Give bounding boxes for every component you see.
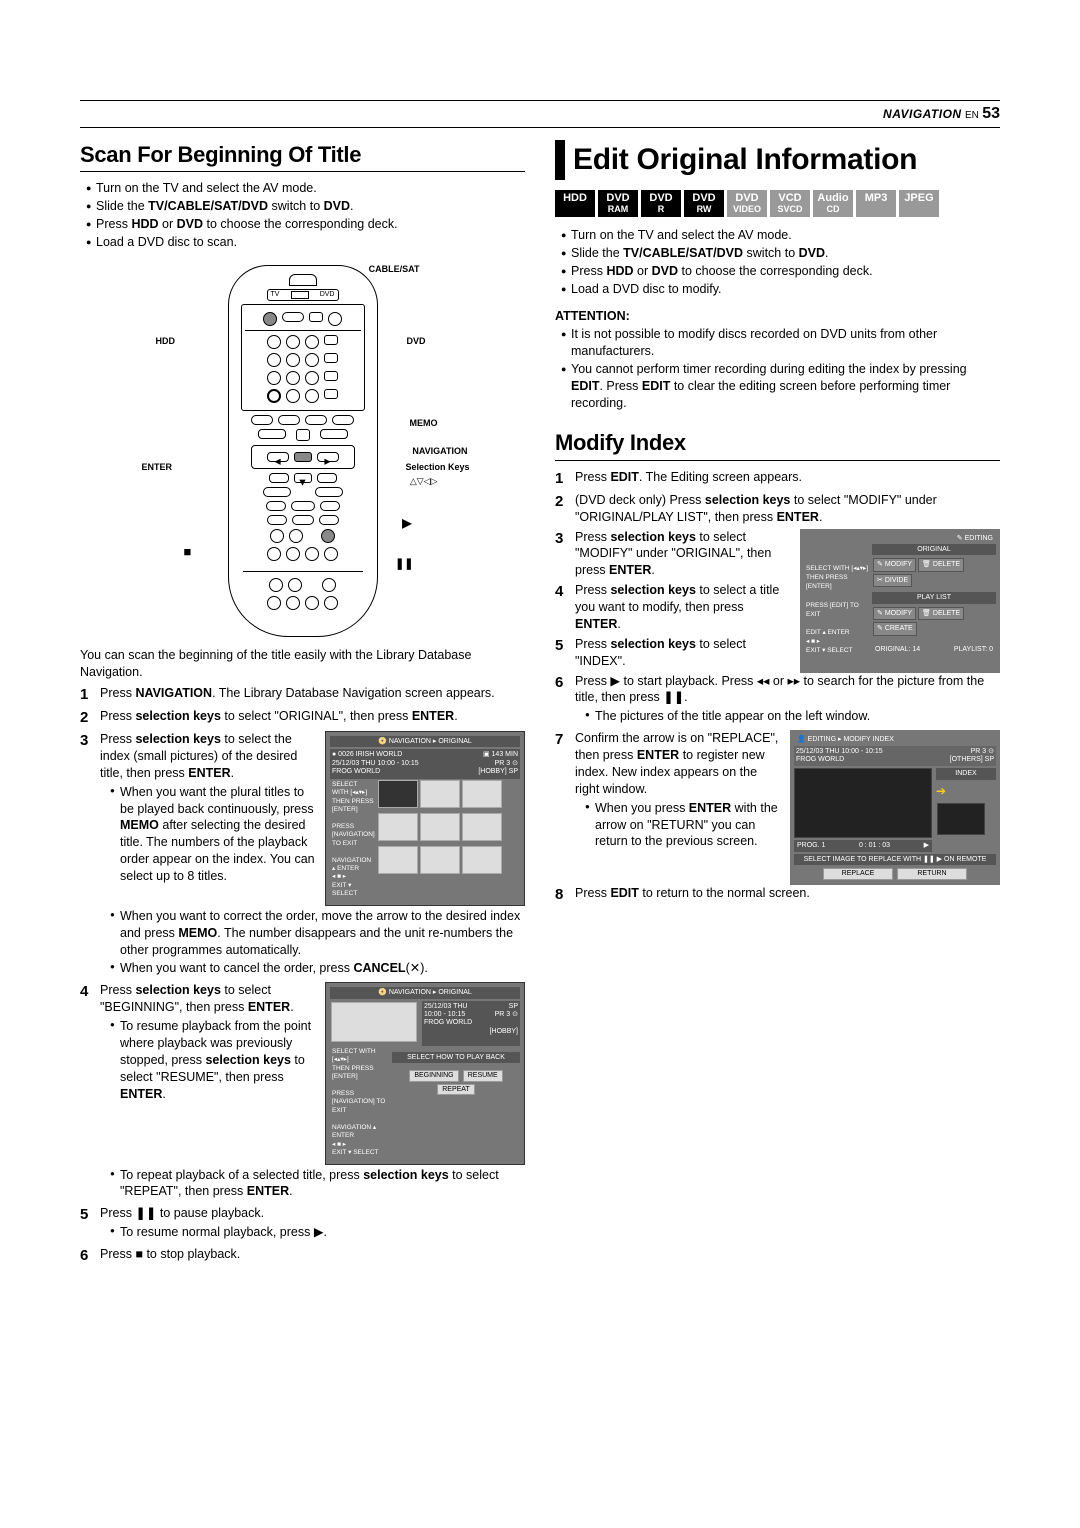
slider-dvd: DVD <box>320 290 335 299</box>
label-arrows: △▽◁▷ <box>410 475 438 487</box>
index-screenshot: 👤 EDITING ▸ MODIFY INDEX 25/12/03 THU 10… <box>790 730 1000 885</box>
header-lang: EN <box>965 110 979 121</box>
format-badge: DVDR <box>641 190 681 217</box>
page-header: NAVIGATION EN 53 <box>80 100 1000 128</box>
label-enter: ENTER <box>142 461 173 473</box>
format-badge: DVDRW <box>684 190 724 217</box>
mstep-5: Press selection keys to select "INDEX". <box>575 636 790 670</box>
edit-intro-list: Turn on the TV and select the AV mode. S… <box>555 227 1000 298</box>
intro-item: Press HDD or DVD to choose the correspon… <box>86 216 525 233</box>
format-badge: HDD <box>555 190 595 217</box>
intro-item: Turn on the TV and select the AV mode. <box>86 180 525 197</box>
label-memo: MEMO <box>410 417 438 429</box>
intro-item: Load a DVD disc to scan. <box>86 234 525 251</box>
left-column: Scan For Beginning Of Title Turn on the … <box>80 140 525 1270</box>
step-5-note: To resume normal playback, press ▶. <box>110 1224 525 1241</box>
format-badge: JPEG <box>899 190 939 217</box>
step-number: 7 <box>555 730 569 852</box>
intro-item: Slide the TV/CABLE/SAT/DVD switch to DVD… <box>86 198 525 215</box>
label-selection-keys: Selection Keys <box>405 461 469 473</box>
step-number: 6 <box>555 673 569 728</box>
intro-item: Turn on the TV and select the AV mode. <box>561 227 1000 244</box>
mstep-2: (DVD deck only) Press selection keys to … <box>575 492 1000 526</box>
step-3-note: When you want to cancel the order, press… <box>110 960 525 977</box>
remote-illustration: CABLE/SAT TV DVD ◂▸ ▾ <box>138 265 468 637</box>
label-navigation: NAVIGATION <box>412 445 467 457</box>
mstep-6: Press ▶ to start playback. Press ◂◂ or ▸… <box>575 673 1000 707</box>
format-badges: HDDDVDRAMDVDRDVDRWDVDVIDEOVCDSVCDAudioCD… <box>555 190 1000 217</box>
step-number: 2 <box>80 708 94 728</box>
step-4-note: To resume playback from the point where … <box>110 1018 315 1102</box>
remote-slider: TV DVD <box>267 289 339 301</box>
mstep-7: Confirm the arrow is on "REPLACE", then … <box>575 730 780 798</box>
attention-item: It is not possible to modify discs recor… <box>561 326 1000 360</box>
step-number: 1 <box>555 469 569 489</box>
attention-label: ATTENTION: <box>555 308 1000 325</box>
step-number: 3 <box>80 731 94 979</box>
step-6: Press ■ to stop playback. <box>100 1246 525 1266</box>
step-3: Press selection keys to select the index… <box>100 731 315 782</box>
mstep-4: Press selection keys to select a title y… <box>575 582 790 633</box>
step-3-note: When you want to correct the order, move… <box>110 908 525 959</box>
step-number: 4 <box>555 582 569 633</box>
step-number: 3 <box>555 529 569 580</box>
label-dvd: DVD <box>406 335 425 347</box>
modify-index-title: Modify Index <box>555 428 1000 461</box>
step-number: 2 <box>555 492 569 526</box>
remote-body: TV DVD ◂▸ ▾ <box>228 265 378 637</box>
stop-icon: ■ <box>184 543 192 561</box>
intro-item: Load a DVD disc to modify. <box>561 281 1000 298</box>
step-4: Press selection keys to select "BEGINNIN… <box>100 982 315 1016</box>
step-3-note: When you want the plural titles to be pl… <box>110 784 315 885</box>
format-badge: DVDRAM <box>598 190 638 217</box>
format-badge: DVDVIDEO <box>727 190 767 217</box>
mstep-8: Press EDIT to return to the normal scree… <box>575 885 1000 905</box>
format-badge: MP3 <box>856 190 896 217</box>
right-column: Edit Original Information HDDDVDRAMDVDRD… <box>555 140 1000 1270</box>
step-4-note: To repeat playback of a selected title, … <box>110 1167 525 1201</box>
attention-list: It is not possible to modify discs recor… <box>555 326 1000 411</box>
header-section: NAVIGATION <box>883 107 962 121</box>
step-number: 8 <box>555 885 569 905</box>
mstep-6-note: The pictures of the title appear on the … <box>585 708 1000 725</box>
pause-icon: ❚❚ <box>395 557 413 572</box>
scan-lead: You can scan the beginning of the title … <box>80 647 525 681</box>
mstep-7-note: When you press ENTER with the arrow on "… <box>585 800 780 851</box>
scan-intro-list: Turn on the TV and select the AV mode. S… <box>80 180 525 251</box>
play-icon: ▶ <box>402 515 411 531</box>
nav-screenshot-1: 📀 NAVIGATION ▸ ORIGINAL ● 0026 IRISH WOR… <box>325 731 525 906</box>
editing-screenshot: ✎ EDITING SELECT WITH [◂▴▾▸]THEN PRESS [… <box>800 529 1000 673</box>
edit-title: Edit Original Information <box>555 140 1000 181</box>
mstep-1: Press EDIT. The Editing screen appears. <box>575 469 1000 489</box>
step-number: 6 <box>80 1246 94 1266</box>
label-hdd: HDD <box>156 335 176 347</box>
step-number: 4 <box>80 982 94 1202</box>
step-number: 5 <box>80 1205 94 1243</box>
format-badge: AudioCD <box>813 190 853 217</box>
step-2: Press selection keys to select "ORIGINAL… <box>100 708 525 728</box>
scan-title: Scan For Beginning Of Title <box>80 140 525 173</box>
step-5: Press ❚❚ to pause playback. <box>100 1205 525 1222</box>
label-cable: CABLE/SAT <box>369 263 420 275</box>
step-1: Press NAVIGATION. The Library Database N… <box>100 685 525 705</box>
page-number: 53 <box>982 105 1000 122</box>
step-number: 1 <box>80 685 94 705</box>
mstep-3: Press selection keys to select "MODIFY" … <box>575 529 790 580</box>
attention-item: You cannot perform timer recording durin… <box>561 361 1000 412</box>
format-badge: VCDSVCD <box>770 190 810 217</box>
slider-tv: TV <box>271 290 280 299</box>
nav-screenshot-2: 📀 NAVIGATION ▸ ORIGINAL 25/12/03 THUSP 1… <box>325 982 525 1164</box>
intro-item: Press HDD or DVD to choose the correspon… <box>561 263 1000 280</box>
step-number: 5 <box>555 636 569 670</box>
intro-item: Slide the TV/CABLE/SAT/DVD switch to DVD… <box>561 245 1000 262</box>
